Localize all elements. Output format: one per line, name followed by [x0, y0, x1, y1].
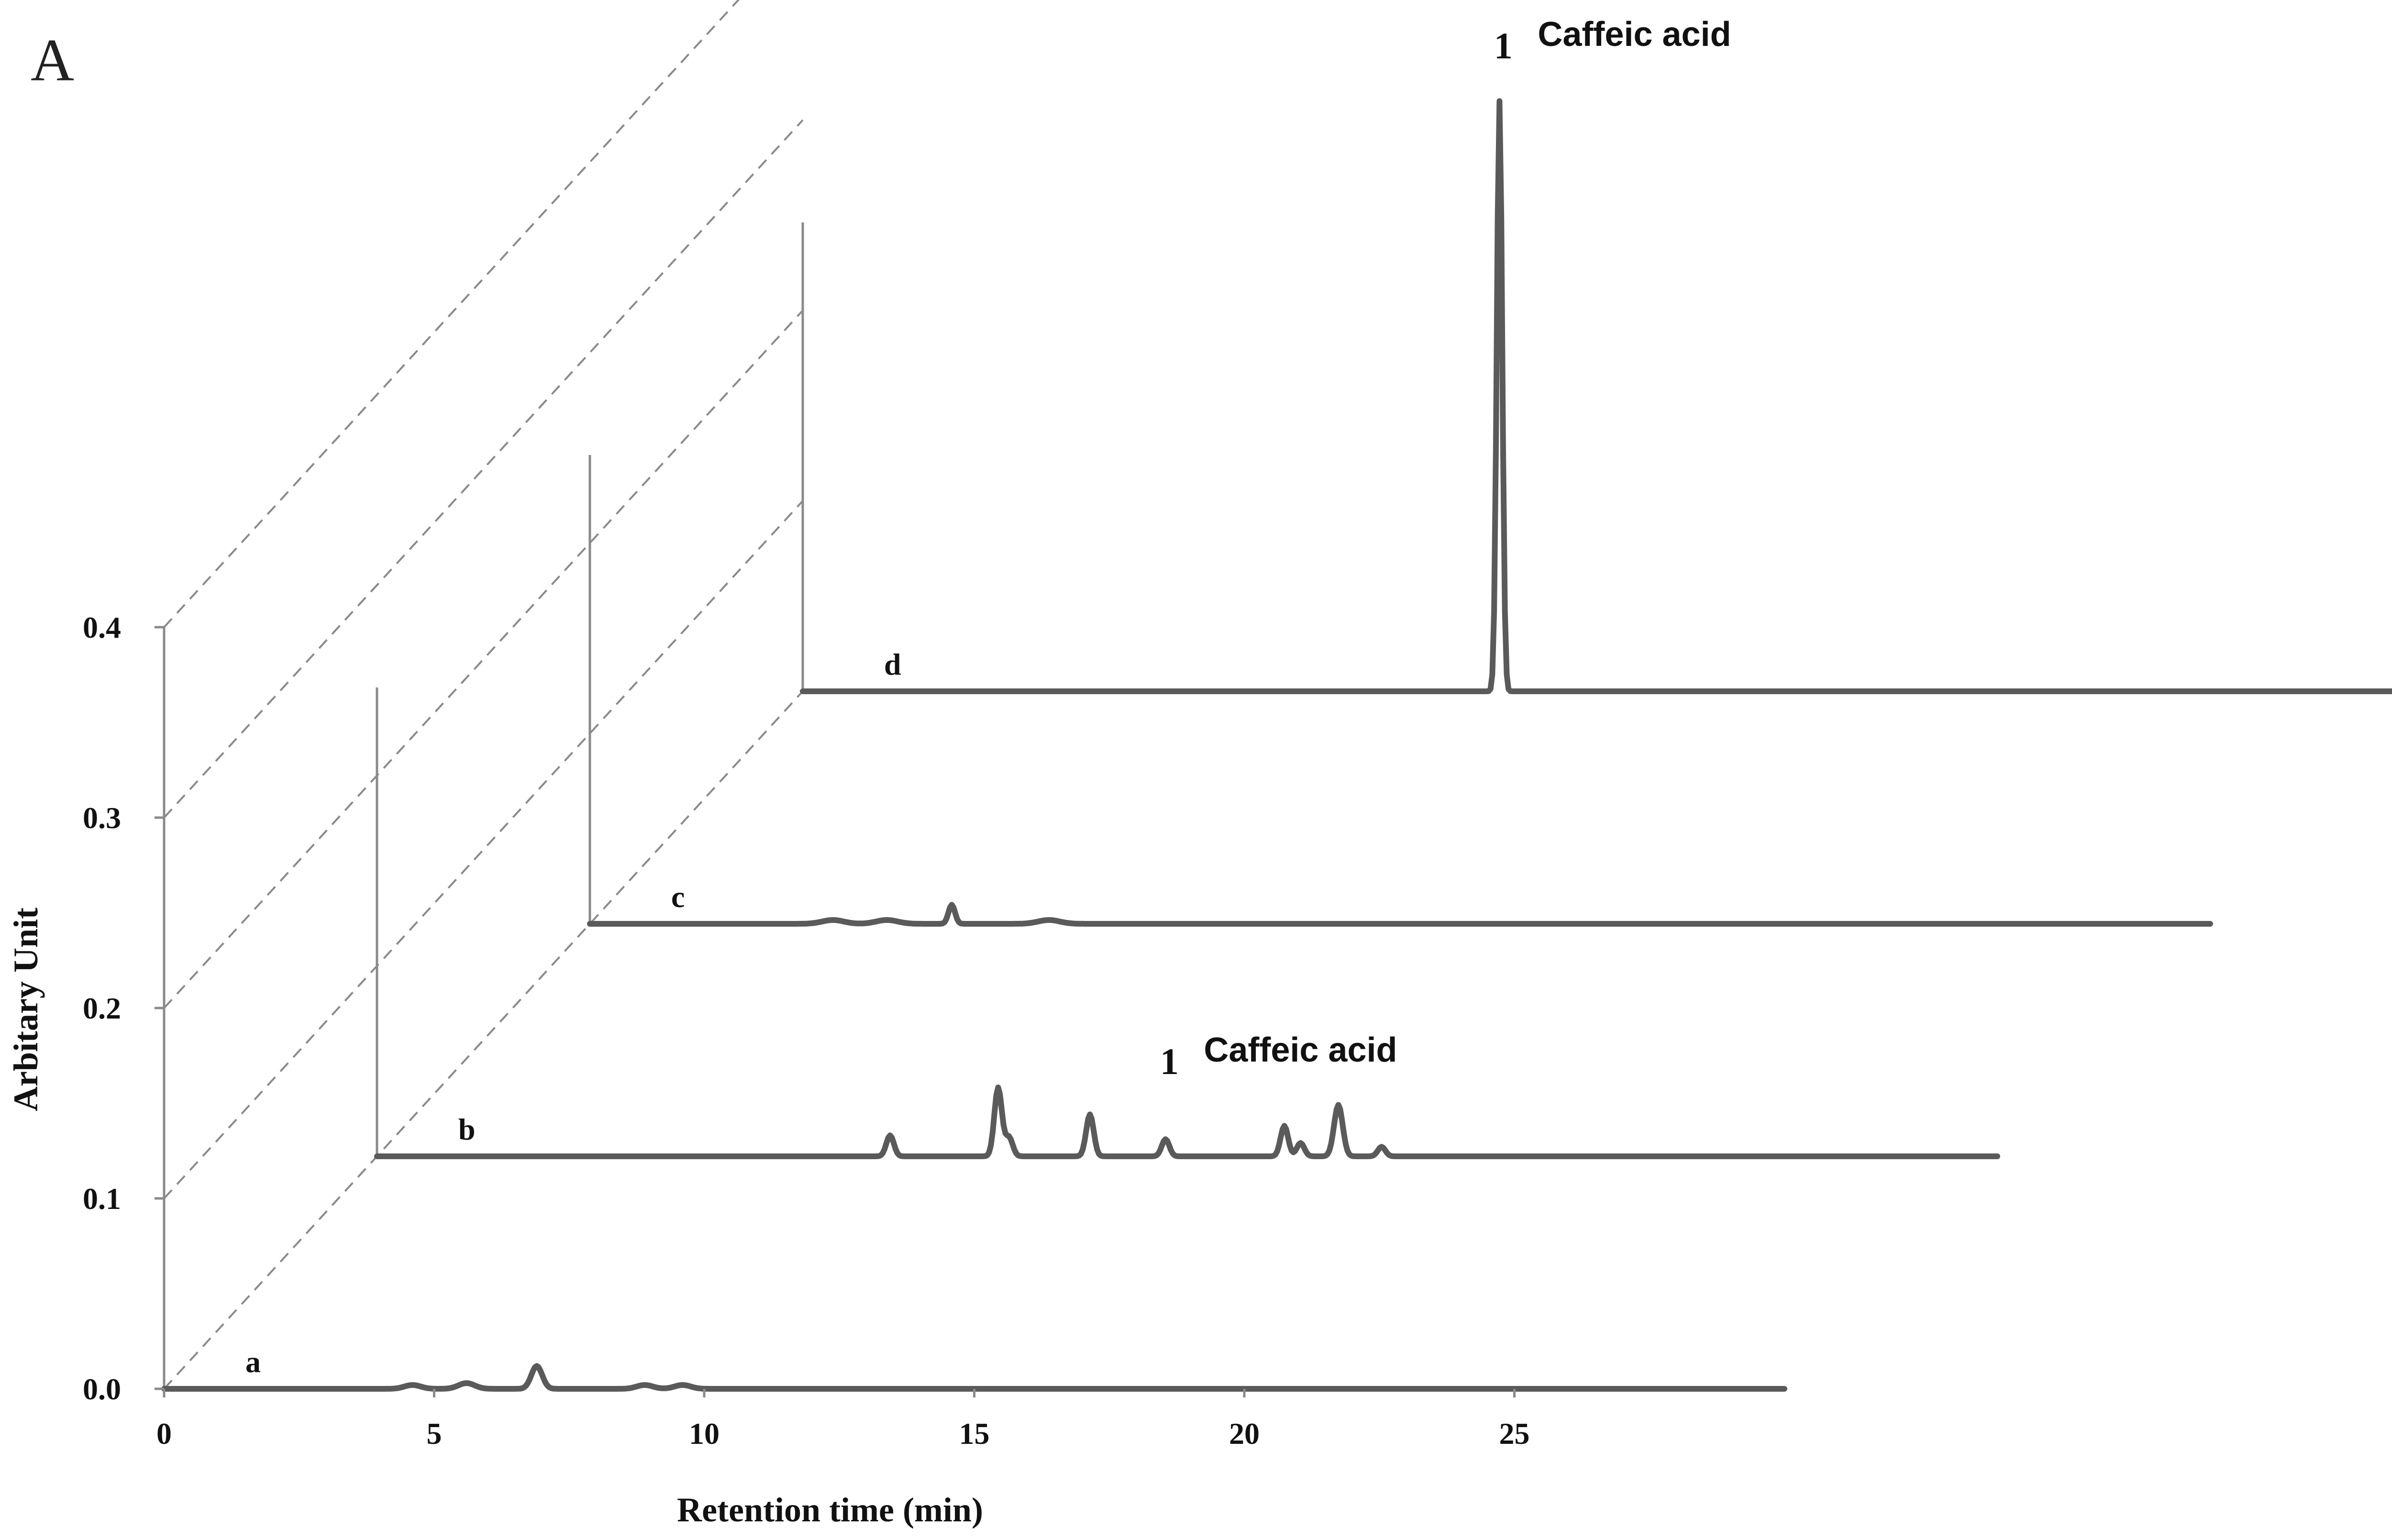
- peak-number: 1: [1494, 25, 1513, 66]
- chromatogram-traces: [161, 98, 2392, 1392]
- trace-label-c: c: [671, 880, 685, 914]
- depth-guide-line: [163, 0, 740, 628]
- trace-line-d: [800, 98, 2392, 694]
- depth-guide-line: [163, 310, 804, 1009]
- y-axis-title: Arbitary Unit: [7, 908, 45, 1111]
- depth-guides: [163, 0, 804, 1390]
- depth-guide-line: [163, 690, 804, 1390]
- trace-line-a: [161, 1363, 1787, 1392]
- x-tick-label: 10: [689, 1417, 720, 1451]
- x-axis-title: Retention time (min): [677, 1491, 983, 1529]
- x-tick-label: 15: [959, 1417, 990, 1451]
- x-tick-label: 0: [156, 1417, 172, 1451]
- trace-labels: a b c d: [245, 647, 901, 1379]
- y-tick-label: 0.4: [83, 610, 121, 644]
- x-tick-labels: 0 5 10 15 20 25: [156, 1389, 1530, 1451]
- peak-number: 1: [1160, 1041, 1179, 1082]
- trace-label-a: a: [245, 1345, 261, 1379]
- trace-baseline-axes: [376, 222, 804, 1156]
- peak-name: Caffeic acid: [1204, 1031, 1397, 1069]
- x-tick-label: 20: [1229, 1417, 1260, 1451]
- panel-label: A: [31, 27, 74, 94]
- trace-label-b: b: [458, 1112, 476, 1146]
- trace-label-d: d: [884, 647, 901, 681]
- y-tick-label: 0.3: [83, 801, 121, 835]
- peak-annotations: 1 Caffeic acid 1 Caffeic acid: [1160, 15, 1731, 1082]
- trace-line-c: [587, 902, 2213, 927]
- x-tick-label: 25: [1499, 1417, 1530, 1451]
- y-tick-label: 0.1: [83, 1182, 121, 1216]
- peak-name: Caffeic acid: [1538, 15, 1731, 54]
- y-tick-labels: 0.0 0.1 0.2 0.3 0.4: [83, 610, 164, 1406]
- y-tick-label: 0.0: [83, 1372, 121, 1406]
- depth-guide-line: [163, 500, 804, 1199]
- x-tick-label: 5: [427, 1417, 442, 1451]
- y-tick-label: 0.2: [83, 991, 121, 1025]
- trace-line-b: [374, 1085, 2000, 1159]
- depth-guide-line: [163, 119, 804, 819]
